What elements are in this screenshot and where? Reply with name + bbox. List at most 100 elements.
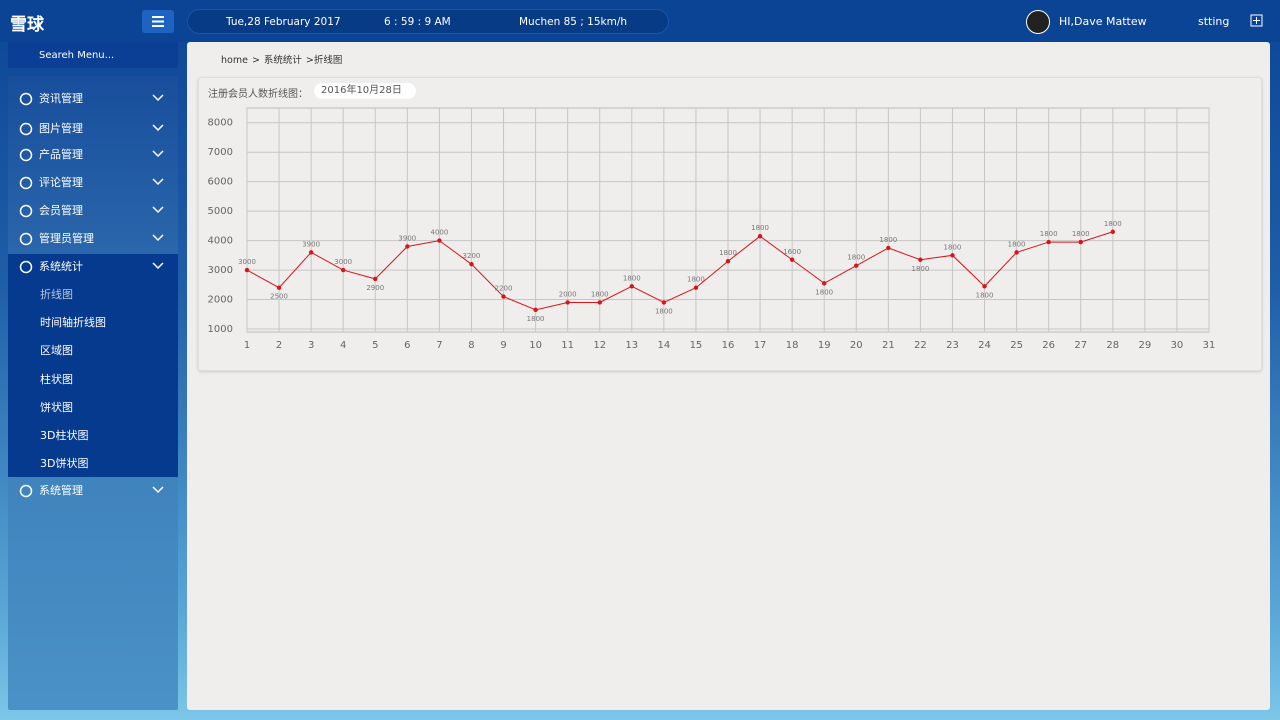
chevron — [152, 234, 164, 242]
menu-toggle[interactable] — [142, 10, 174, 33]
point — [629, 284, 634, 289]
submenu-item[interactable]: 3D饼状图 — [40, 457, 89, 471]
point — [533, 307, 538, 313]
x-tick-label: 3 — [308, 340, 314, 351]
point — [469, 261, 474, 267]
point — [725, 259, 731, 264]
crumb-item: 系统统计 — [263, 55, 302, 66]
chevron — [152, 124, 164, 132]
x-tick-label: 5 — [372, 340, 378, 351]
point-annotation: 1800 — [527, 315, 545, 323]
y-tick-label: 6000 — [208, 177, 233, 188]
x-tick-label: 1 — [244, 340, 250, 351]
x-tick-label: 19 — [818, 340, 831, 351]
x-tick-label: 8 — [468, 340, 474, 351]
x-tick-label: 15 — [690, 340, 703, 351]
point-annotation: 1800 — [1040, 230, 1058, 238]
user-name[interactable]: HI,Dave Mattew — [1059, 15, 1147, 28]
x-tick-label: 12 — [593, 340, 606, 351]
point-annotation: 3200 — [463, 252, 481, 260]
x-tick-label: 13 — [625, 340, 638, 351]
submenu-item[interactable]: 区域图 — [40, 344, 73, 358]
menu-item[interactable]: 系统统计 — [39, 260, 83, 273]
point — [308, 250, 314, 255]
menu-item[interactable]: 系统管理 — [39, 484, 83, 497]
chart-card: 1000 2000 3000 4000 5000 6000 7000 8000 1 2 3 4 5 6 7 8… — [198, 77, 1262, 371]
menu-item[interactable]: 资讯管理 — [39, 92, 83, 105]
y-tick-label: 8000 — [208, 118, 233, 129]
point — [950, 253, 955, 258]
icon-shape — [19, 92, 33, 106]
point-annotation: 1800 — [719, 249, 737, 257]
active-section — [8, 254, 178, 477]
menu-item[interactable]: 会员管理 — [39, 204, 83, 217]
point-annotation: 3900 — [398, 234, 416, 242]
submenu-item[interactable]: 饼状图 — [40, 400, 73, 414]
chevron-path — [152, 234, 164, 242]
point-annotation: 1800 — [623, 274, 641, 282]
menu-item[interactable]: 产品管理 — [39, 148, 83, 161]
y-tick-label: 3000 — [208, 265, 233, 276]
point-annotation: 1800 — [815, 288, 833, 296]
point — [341, 267, 346, 273]
point — [437, 238, 442, 243]
point — [1078, 239, 1083, 245]
chevron-path — [152, 486, 164, 494]
x-tick-label: 24 — [978, 340, 991, 351]
chevron — [152, 178, 164, 186]
point-annotation: 1800 — [687, 276, 705, 284]
x-tick-label: 28 — [1106, 340, 1119, 351]
x-tick-label: 22 — [914, 340, 927, 351]
avatar[interactable] — [1026, 10, 1050, 34]
menu-item[interactable]: 图片管理 — [39, 122, 83, 135]
point — [822, 281, 827, 286]
icon-shape — [19, 484, 33, 498]
point-annotation: 3000 — [334, 258, 352, 266]
point — [982, 284, 987, 289]
point — [886, 245, 891, 251]
point — [405, 244, 410, 249]
panel-title: 注册会员人数折线图： — [208, 89, 308, 100]
chevron — [152, 206, 164, 214]
crumb-item[interactable]: home — [221, 55, 248, 66]
x-tick-label: 29 — [1138, 340, 1151, 351]
point-annotation: 1800 — [655, 307, 673, 315]
x-tick-label: 25 — [1010, 340, 1023, 351]
chevron-path — [152, 262, 164, 270]
point-annotation: 2000 — [559, 290, 577, 298]
submenu-item[interactable]: 折线图 — [40, 288, 73, 301]
menu-icon — [19, 176, 33, 190]
point — [918, 257, 923, 262]
add-icon[interactable] — [1250, 14, 1263, 27]
date: Tue,28 February 2017 — [226, 16, 341, 28]
point-annotation: 1800 — [591, 290, 609, 298]
chevron-path — [152, 124, 164, 132]
y-tick-label: 1000 — [208, 324, 233, 335]
menu-icon — [19, 122, 33, 136]
date-select[interactable]: 2016年10月28日 — [314, 83, 416, 99]
point — [661, 300, 667, 305]
submenu-item[interactable]: 柱状图 — [40, 372, 73, 386]
menu-icon — [19, 148, 33, 162]
menu-icon — [19, 232, 33, 246]
submenu-item[interactable]: 3D柱状图 — [40, 429, 89, 442]
point — [1014, 250, 1019, 255]
time: 6 : 59 : 9 AM — [384, 16, 451, 28]
point-annotation: 1600 — [783, 248, 801, 256]
x-tick-label: 31 — [1203, 340, 1216, 351]
chevron-path — [152, 94, 164, 102]
menu-item[interactable]: 管理员管理 — [39, 232, 94, 245]
x-tick-label: 30 — [1171, 340, 1184, 351]
menu-item[interactable]: 评论管理 — [39, 176, 83, 189]
submenu-item[interactable]: 时间轴折线图 — [40, 316, 106, 330]
logo[interactable]: 雪球 — [10, 15, 44, 35]
x-tick-label: 14 — [657, 340, 670, 351]
point — [373, 276, 378, 282]
settings[interactable]: stting — [1198, 15, 1230, 28]
menu-icon — [19, 92, 33, 106]
x-tick-label: 17 — [754, 340, 767, 351]
weather: Muchen 85 ; 15km/h — [519, 16, 628, 28]
x-tick-label: 7 — [436, 340, 442, 351]
search-box[interactable]: Seareh Menu... — [8, 42, 178, 68]
